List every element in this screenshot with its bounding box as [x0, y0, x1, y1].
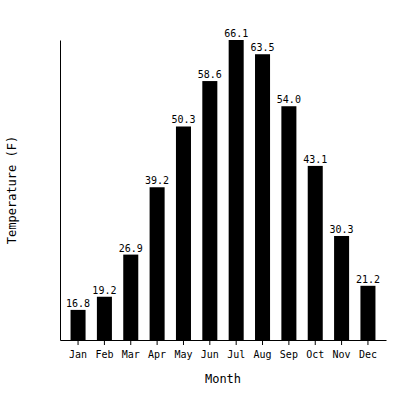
x-tick-label: Aug	[253, 349, 271, 360]
data-labels: 16.819.2 26.9 39.2 50.3 58.6 66.163.5 54.0 43.1…	[66, 28, 380, 309]
x-tick-label: Jan	[69, 349, 87, 360]
x-tick-label: Sep	[280, 349, 298, 360]
data-label: 58.6	[198, 69, 222, 80]
data-label: 19.2	[92, 285, 116, 296]
data-label: 66.1	[224, 28, 248, 39]
y-axis	[60, 41, 61, 341]
data-label: 16.8	[66, 298, 90, 309]
plot-area	[71, 40, 376, 340]
x-tick-mark	[130, 340, 131, 345]
data-label: 63.5	[250, 42, 274, 53]
x-tick-mark	[78, 340, 79, 345]
x-tick-label: Feb	[95, 349, 113, 360]
x-tick-label: Apr	[148, 349, 166, 360]
x-tick-mark	[157, 340, 158, 345]
x-tick-mark	[367, 340, 368, 345]
x-tick-mark	[209, 340, 210, 345]
x-tick: Sep	[280, 340, 298, 360]
x-tick-mark	[315, 340, 316, 345]
data-label: 50.3	[171, 114, 195, 125]
bar	[97, 297, 112, 340]
bar	[150, 187, 165, 340]
bar	[360, 286, 375, 340]
x-axis-line	[61, 340, 387, 341]
x-tick-mark	[104, 340, 105, 345]
bar	[123, 255, 138, 340]
x-tick-label: Oct	[306, 349, 324, 360]
x-tick-label: Mar	[122, 349, 140, 360]
data-label: 30.3	[330, 224, 354, 235]
bar	[308, 166, 323, 340]
x-tick: Nov	[333, 340, 351, 360]
x-tick: Oct	[306, 340, 324, 360]
x-tick: Jan	[69, 340, 87, 360]
bar	[255, 54, 270, 340]
x-tick: May	[174, 340, 192, 360]
bar	[202, 81, 217, 340]
x-tick: Jul	[227, 340, 245, 360]
x-tick-label: Jun	[201, 349, 219, 360]
bar	[176, 126, 191, 340]
x-tick-label: Nov	[333, 349, 351, 360]
bar	[71, 310, 86, 340]
chart: 16.819.2 26.9 39.2 50.3 58.6 66.163.5 54.0 43.1…	[0, 0, 400, 400]
x-tick: Feb	[95, 340, 113, 360]
x-tick-label: Jul	[227, 349, 245, 360]
x-tick-label: Dec	[359, 349, 377, 360]
x-tick-mark	[183, 340, 184, 345]
x-tick-mark	[236, 340, 237, 345]
data-label: 26.9	[119, 243, 143, 254]
y-axis-line	[60, 41, 61, 341]
data-label: 54.0	[277, 94, 301, 105]
background	[0, 0, 400, 400]
x-tick: Mar	[122, 340, 140, 360]
bar	[281, 106, 296, 340]
bar	[229, 40, 244, 340]
x-tick-mark	[341, 340, 342, 345]
bar	[334, 236, 349, 340]
data-label: 39.2	[145, 175, 169, 186]
x-tick: Apr	[148, 340, 166, 360]
data-label: 43.1	[303, 154, 327, 165]
x-tick: Aug	[253, 340, 271, 360]
data-label: 21.2	[356, 274, 380, 285]
x-tick-mark	[262, 340, 263, 345]
x-tick: Jun	[201, 340, 219, 360]
y-axis-title: Temperature (F)	[5, 136, 19, 244]
x-axis: Jan Feb Mar Apr May Jun Jul Aug Sep Oct Nov Dec	[61, 340, 387, 360]
x-tick-mark	[288, 340, 289, 345]
x-tick: Dec	[359, 340, 377, 360]
x-axis-title: Month	[205, 372, 241, 386]
x-tick-label: May	[174, 349, 192, 360]
